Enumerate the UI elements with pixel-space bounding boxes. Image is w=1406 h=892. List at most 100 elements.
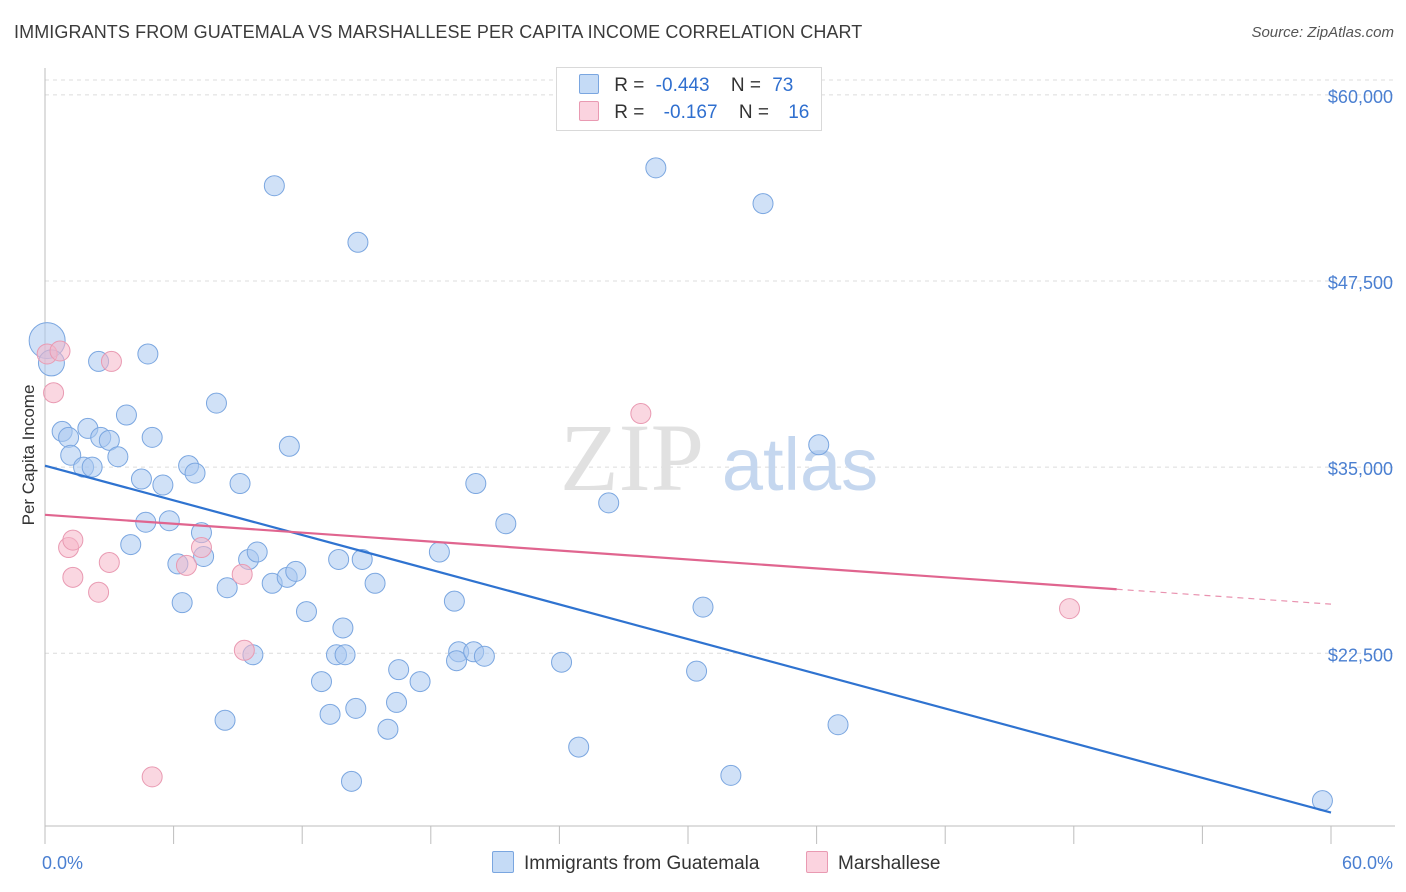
guatemala-point	[278, 435, 300, 457]
watermark: ZIP atlas	[560, 404, 878, 511]
guatemala-point	[130, 468, 152, 490]
guatemala-point	[246, 541, 268, 563]
guatemala-point	[645, 157, 667, 179]
guatemala-point	[377, 718, 399, 740]
guatemala-point	[808, 434, 830, 456]
y-tick-label: $35,000	[1328, 459, 1393, 479]
guatemala-point	[334, 644, 356, 666]
y-tick-label: $22,500	[1328, 645, 1393, 665]
guatemala-point	[351, 548, 373, 570]
marshallese-trend-line	[44, 513, 1117, 591]
guatemala-point	[263, 175, 285, 197]
guatemala-point	[827, 714, 849, 736]
chart-title: IMMIGRANTS FROM GUATEMALA VS MARSHALLESE…	[14, 22, 863, 42]
x-tick-label: 0.0%	[42, 853, 83, 873]
guatemala-point	[409, 671, 431, 693]
y-tick-label: $60,000	[1328, 87, 1393, 107]
guatemala-point	[428, 541, 450, 563]
guatemala-point	[310, 671, 332, 693]
legend-swatch-guatemala	[579, 74, 599, 94]
guatemala-point	[214, 709, 236, 731]
guatemala-point	[98, 429, 120, 451]
legend-swatch-marshallese	[579, 101, 599, 121]
guatemala-point	[141, 426, 163, 448]
guatemala-point	[81, 456, 103, 478]
legend-r-value: -0.167	[663, 102, 718, 123]
legend-n-label: N =	[730, 75, 761, 96]
legend-n-value: 73	[772, 75, 794, 96]
guatemala-point	[285, 560, 307, 582]
guatemala-point	[386, 691, 408, 713]
bottom-legend-swatch-marshallese	[806, 851, 828, 873]
source-label: Source: ZipAtlas.com	[1251, 24, 1394, 41]
watermark-zip: ZIP	[560, 404, 704, 511]
watermark-atlas: atlas	[722, 423, 878, 506]
marshallese-trend-extension	[1116, 588, 1332, 605]
legend-r-label: R =	[614, 75, 645, 96]
guatemala-point	[720, 764, 742, 786]
guatemala-point	[752, 193, 774, 215]
marshallese-point	[43, 382, 65, 404]
guatemala-trend-line	[44, 464, 1332, 814]
guatemala-point	[446, 650, 468, 672]
bottom-legend-label-marshallese: Marshallese	[838, 853, 941, 874]
guatemala-point	[465, 473, 487, 495]
guatemala-point	[58, 426, 80, 448]
guatemala-point	[319, 703, 341, 725]
bottom-legend-label-guatemala: Immigrants from Guatemala	[524, 853, 760, 874]
legend-row-guatemala: R = -0.443 N = 73	[579, 74, 793, 100]
y-tick-label: $47,500	[1328, 273, 1393, 293]
guatemala-point	[216, 577, 238, 599]
guatemala-point	[328, 548, 350, 570]
marshallese-point	[88, 581, 110, 603]
legend-n-value: 16	[788, 102, 810, 123]
guatemala-point	[347, 231, 369, 253]
guatemala-point	[364, 572, 386, 594]
marshallese-point	[630, 403, 652, 425]
guatemala-point	[115, 404, 137, 426]
guatemala-point	[598, 492, 620, 514]
guatemala-point	[686, 660, 708, 682]
legend-n-label: N =	[738, 102, 769, 123]
legend-r-value: -0.443	[655, 75, 710, 96]
marshallese-point	[231, 563, 253, 585]
bottom-legend-swatch-guatemala	[492, 851, 514, 873]
data-points	[28, 157, 1333, 812]
x-tick-label: 60.0%	[1342, 853, 1393, 873]
legend-row-marshallese: R = -0.167 N = 16	[579, 101, 809, 127]
guatemala-point	[551, 651, 573, 673]
guatemala-point	[137, 343, 159, 365]
axes	[44, 68, 1395, 844]
marshallese-point	[98, 551, 120, 573]
marshallese-point	[49, 340, 71, 362]
guatemala-point	[388, 659, 410, 681]
guatemala-point	[184, 462, 206, 484]
correlation-legend: R = -0.443 N = 73 R = -0.167 N = 16	[556, 67, 822, 131]
marshallese-point	[175, 554, 197, 576]
guatemala-point	[229, 473, 251, 495]
axis-labels: $22,500 $35,000 $47,500 $60,000 0.0% 60.0%	[42, 87, 1393, 873]
guatemala-point	[495, 513, 517, 535]
guatemala-point	[692, 596, 714, 618]
marshallese-point	[62, 566, 84, 588]
guatemala-point	[107, 446, 129, 468]
guatemala-point	[473, 645, 495, 667]
guatemala-point	[295, 601, 317, 623]
marshallese-point	[233, 639, 255, 661]
guatemala-point	[568, 736, 590, 758]
guatemala-point	[152, 474, 174, 496]
bottom-legend-guatemala: Immigrants from Guatemala	[492, 851, 759, 875]
bottom-legend-marshallese: Marshallese	[806, 851, 940, 875]
guatemala-point	[345, 697, 367, 719]
guatemala-point	[158, 510, 180, 532]
marshallese-point	[100, 350, 122, 372]
marshallese-point	[1059, 598, 1081, 620]
marshallese-point	[190, 537, 212, 559]
guatemala-point	[443, 590, 465, 612]
marshallese-point	[141, 766, 163, 788]
marshallese-point	[62, 529, 84, 551]
guatemala-point	[171, 592, 193, 614]
guatemala-point	[332, 617, 354, 639]
y-axis-title: Per Capita Income	[19, 385, 38, 526]
